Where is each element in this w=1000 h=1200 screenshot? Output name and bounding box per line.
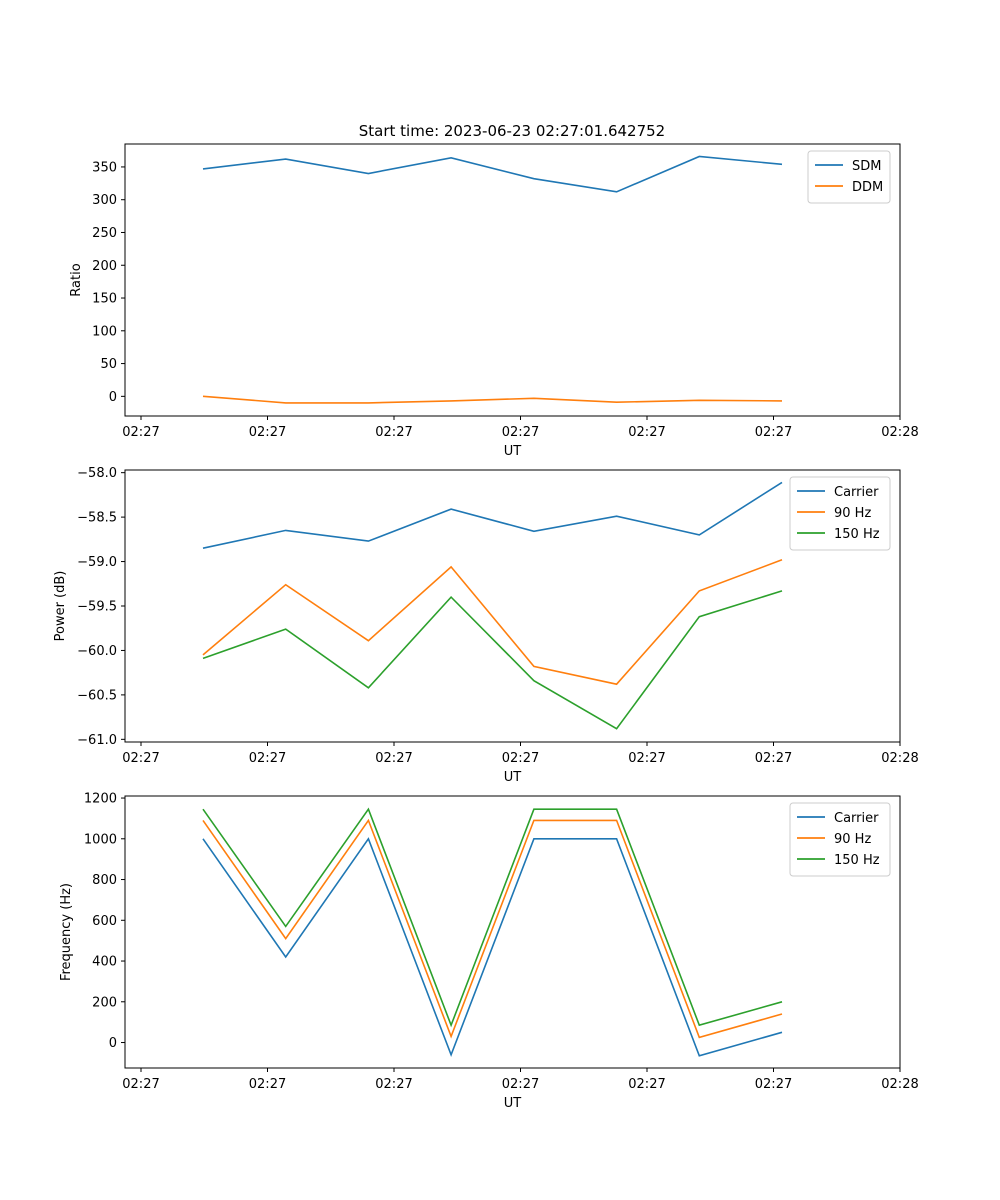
- y-tick-label-1-6: 250: [92, 226, 117, 241]
- series-line-2-2: [202, 559, 783, 686]
- x-tick-label-3-7: 02:28: [881, 1077, 918, 1092]
- x-tick-label-3-6: 02:27: [755, 1077, 792, 1092]
- y-tick-label-2-5: −59.0: [77, 555, 117, 570]
- y-tick-label-1-7: 300: [92, 193, 117, 208]
- y-tick-label-3-5: 800: [92, 873, 117, 888]
- legend-label-2-2: 90 Hz: [834, 506, 871, 521]
- y-tick-label-1-8: 350: [92, 160, 117, 175]
- plot-area-2: [124, 469, 901, 743]
- plot-area-1: [124, 143, 901, 417]
- y-axis-label-3: Frequency (Hz): [59, 883, 74, 981]
- series-line-2-3: [202, 590, 783, 730]
- x-tick-label-2-1: 02:27: [122, 751, 159, 766]
- y-tick-label-3-4: 600: [92, 914, 117, 929]
- x-axis-label-2: UT: [504, 770, 522, 785]
- x-tick-label-3-2: 02:27: [249, 1077, 286, 1092]
- series-line-1-1: [202, 155, 783, 193]
- y-tick-label-3-1: 0: [109, 1036, 117, 1051]
- y-tick-label-1-2: 50: [100, 357, 117, 372]
- x-tick-label-2-6: 02:27: [755, 751, 792, 766]
- x-tick-label-2-4: 02:27: [502, 751, 539, 766]
- legend-label-3-3: 150 Hz: [834, 853, 880, 868]
- chart-title: Start time: 2023-06-23 02:27:01.642752: [359, 122, 665, 140]
- x-tick-label-1-3: 02:27: [375, 425, 412, 440]
- legend-1: [807, 150, 891, 204]
- y-tick-label-2-2: −60.5: [77, 688, 117, 703]
- y-tick-label-2-7: −58.0: [77, 466, 117, 481]
- y-tick-label-1-4: 150: [92, 292, 117, 307]
- y-tick-label-3-3: 400: [92, 955, 117, 970]
- legend-label-1-1: SDM: [852, 159, 881, 174]
- x-axis-label-1: UT: [504, 444, 522, 459]
- x-tick-label-1-1: 02:27: [122, 425, 159, 440]
- x-tick-label-1-7: 02:28: [881, 425, 918, 440]
- y-axis-label-2: Power (dB): [53, 571, 68, 642]
- legend-label-3-1: Carrier: [834, 811, 879, 826]
- y-tick-label-2-1: −61.0: [77, 733, 117, 748]
- legend-label-2-1: Carrier: [834, 485, 879, 500]
- x-axis-label-3: UT: [504, 1096, 522, 1111]
- x-tick-label-2-7: 02:28: [881, 751, 918, 766]
- series-line-3-1: [202, 837, 783, 1058]
- x-tick-label-3-5: 02:27: [628, 1077, 665, 1092]
- legend-label-1-2: DDM: [852, 180, 883, 195]
- plot-area-3: [124, 795, 901, 1069]
- y-tick-label-3-7: 1200: [84, 792, 117, 807]
- x-tick-label-1-6: 02:27: [755, 425, 792, 440]
- x-tick-label-3-1: 02:27: [122, 1077, 159, 1092]
- series-line-2-1: [202, 481, 783, 549]
- y-tick-label-3-2: 200: [92, 995, 117, 1010]
- y-axis-label-1: Ratio: [69, 263, 84, 296]
- y-tick-label-2-3: −60.0: [77, 644, 117, 659]
- y-tick-label-1-3: 100: [92, 324, 117, 339]
- x-tick-label-1-2: 02:27: [249, 425, 286, 440]
- y-tick-label-1-1: 0: [109, 390, 117, 405]
- x-tick-label-3-3: 02:27: [375, 1077, 412, 1092]
- x-tick-label-3-4: 02:27: [502, 1077, 539, 1092]
- y-tick-label-3-6: 1000: [84, 832, 117, 847]
- x-tick-label-1-5: 02:27: [628, 425, 665, 440]
- x-tick-label-2-3: 02:27: [375, 751, 412, 766]
- y-tick-label-2-4: −59.5: [77, 600, 117, 615]
- legend-label-3-2: 90 Hz: [834, 832, 871, 847]
- legend-2: [789, 476, 891, 551]
- x-tick-label-1-4: 02:27: [502, 425, 539, 440]
- x-tick-label-2-2: 02:27: [249, 751, 286, 766]
- y-tick-label-2-6: −58.5: [77, 511, 117, 526]
- series-line-3-3: [202, 807, 783, 1028]
- series-line-3-2: [202, 818, 783, 1039]
- y-tick-label-1-5: 200: [92, 259, 117, 274]
- series-line-1-2: [202, 395, 783, 404]
- legend-3: [789, 802, 891, 877]
- legend-label-2-3: 150 Hz: [834, 527, 880, 542]
- x-tick-label-2-5: 02:27: [628, 751, 665, 766]
